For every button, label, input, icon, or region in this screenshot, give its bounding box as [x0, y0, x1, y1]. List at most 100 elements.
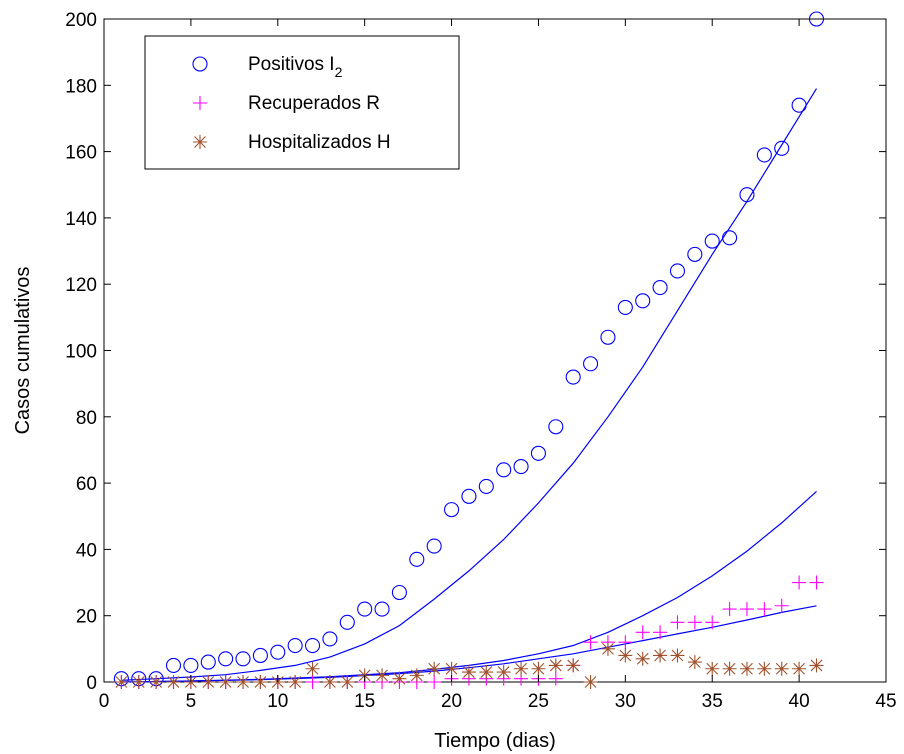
data-point	[739, 187, 755, 203]
x-tick-label: 35	[702, 691, 723, 712]
data-point	[565, 369, 581, 385]
data-point	[618, 648, 633, 663]
data-point	[739, 661, 754, 676]
data-point	[653, 648, 668, 663]
data-point	[704, 233, 720, 249]
data-point	[809, 658, 824, 673]
data-point	[756, 147, 772, 163]
model-lines	[121, 88, 818, 683]
x-tick-label: 15	[354, 691, 375, 712]
axis-ticks: 0 5 10 15 20 25 30 35 40 45 0 20 40 60 80 100 120 140 160 1…	[65, 10, 896, 712]
y-tick-label: 40	[76, 540, 97, 561]
x-tick-label: 20	[441, 691, 462, 712]
data-point	[427, 661, 442, 676]
data-point	[705, 615, 720, 630]
data-point	[305, 675, 320, 689]
y-tick-label: 60	[76, 474, 97, 495]
data-point	[409, 551, 425, 567]
data-point	[426, 538, 442, 554]
data-point	[774, 140, 790, 156]
data-point	[461, 488, 477, 504]
data-point	[253, 675, 268, 689]
data-point	[774, 661, 789, 676]
data-point	[183, 657, 199, 673]
data-point	[792, 661, 807, 676]
data-point	[513, 458, 529, 475]
x-axis-label: Tiempo (dias)	[434, 730, 556, 752]
x-tick-label: 0	[99, 691, 110, 712]
y-tick-label: 140	[65, 209, 97, 230]
data-point	[200, 654, 216, 670]
data-point	[514, 661, 529, 676]
data-point	[774, 598, 789, 613]
data-point	[322, 675, 337, 689]
y-tick-label: 160	[65, 143, 97, 164]
data-point	[809, 575, 824, 590]
data-point	[635, 651, 650, 666]
data-point	[757, 602, 772, 617]
data-point	[287, 637, 303, 654]
data-point	[670, 615, 685, 630]
y-tick-label: 180	[65, 76, 97, 97]
data-point	[687, 246, 703, 262]
data-point	[600, 329, 616, 345]
y-tick-label: 80	[76, 408, 97, 429]
data-point	[722, 602, 737, 617]
data-point	[392, 671, 407, 686]
model-curve	[121, 605, 817, 683]
legend-marker	[193, 96, 207, 110]
data-point	[218, 651, 234, 667]
data-point	[252, 647, 268, 664]
legend-label: Hospitalizados H	[248, 132, 391, 153]
data-point	[131, 675, 146, 689]
data-point	[114, 675, 129, 689]
data-point	[530, 445, 546, 461]
data-point	[791, 97, 807, 113]
data-point	[618, 635, 633, 650]
data-point	[288, 675, 303, 689]
data-point	[600, 641, 615, 656]
data-point	[653, 625, 668, 640]
legend-marker	[192, 56, 208, 72]
data-point	[236, 675, 251, 689]
data-point	[635, 625, 650, 640]
x-tick-label: 5	[186, 691, 197, 712]
data-point	[461, 665, 476, 680]
data-point	[270, 644, 286, 660]
data-point	[548, 419, 564, 435]
data-point	[548, 671, 563, 686]
data-point	[218, 675, 233, 689]
data-point	[808, 11, 825, 27]
x-tick-label: 40	[789, 691, 810, 712]
data-point	[391, 584, 407, 601]
data-point	[149, 675, 164, 689]
data-point	[566, 658, 581, 673]
data-point	[427, 675, 442, 689]
data-point	[305, 661, 320, 676]
data-point	[496, 462, 512, 478]
x-tick-label: 25	[528, 691, 549, 712]
data-point	[322, 631, 338, 647]
data-markers	[113, 11, 825, 689]
y-tick-label: 20	[76, 607, 97, 628]
y-axis-label: Casos cumulativos	[12, 267, 34, 435]
data-point	[479, 665, 494, 680]
model-curve	[121, 88, 818, 681]
data-point	[669, 263, 686, 279]
data-point	[670, 648, 685, 663]
data-point	[722, 661, 737, 676]
data-point	[374, 601, 390, 617]
data-point	[444, 502, 460, 518]
data-point	[340, 675, 355, 689]
x-tick-label: 30	[615, 691, 636, 712]
data-point	[635, 293, 651, 309]
data-point	[166, 675, 181, 689]
data-point	[583, 635, 598, 650]
y-tick-label: 120	[65, 275, 97, 296]
data-point	[339, 614, 355, 630]
legend-label: Recuperados R	[248, 93, 380, 114]
data-point	[165, 657, 182, 673]
x-tick-label: 10	[267, 691, 288, 712]
